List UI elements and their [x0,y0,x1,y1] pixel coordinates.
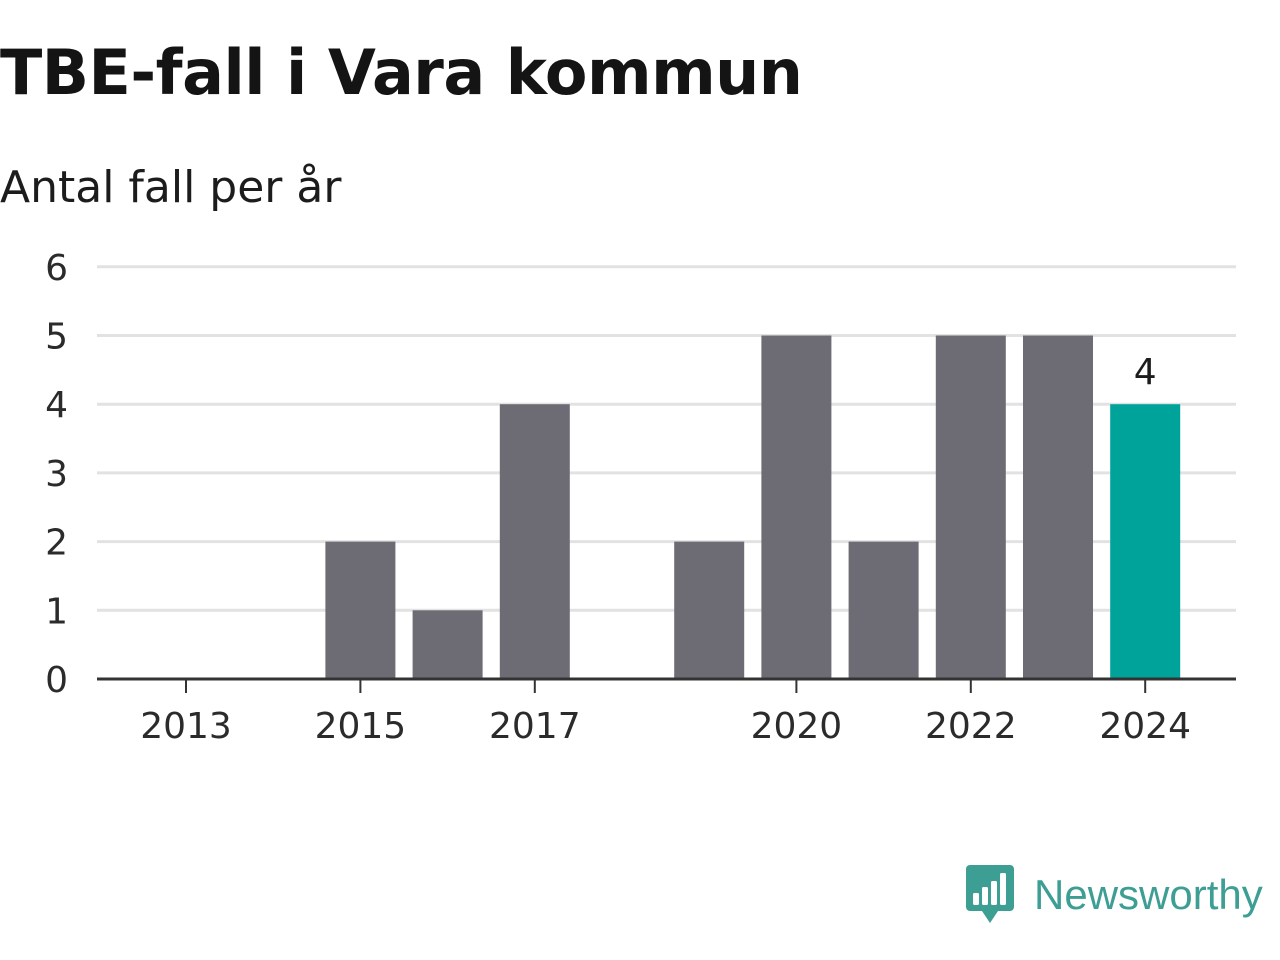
axes [97,677,1236,693]
y-tick-label: 4 [45,385,68,426]
y-tick-label: 0 [45,660,68,701]
bar-2020 [761,335,832,679]
x-tick-label: 2013 [140,706,232,747]
bar-2019 [674,541,745,679]
x-tick-label: 2017 [489,706,581,747]
x-tick-label: 2022 [925,706,1017,747]
newsworthy-brand: Newsworthy [964,862,1263,928]
bar-chart: 0 1 2 3 4 5 6 2013 2015 2017 2020 2022 2024 4 [45,248,1236,747]
bar-2023 [1023,335,1093,679]
x-tick-label: 2020 [751,706,843,747]
bar-2016 [412,610,483,679]
bar-2024 [1110,404,1181,679]
bar-2021 [848,541,919,679]
bar-2015 [325,541,396,679]
bar-2017 [499,404,570,679]
labels: 0 1 2 3 4 5 6 2013 2015 2017 2020 2022 2024 4 [45,248,1191,747]
chart-subtitle: Antal fall per år [0,162,342,213]
y-tick-label: 1 [45,591,68,632]
y-tick-label: 2 [45,523,68,564]
bar-2022 [935,335,1006,679]
y-tick-label: 6 [45,248,68,289]
y-tick-label: 3 [45,454,68,495]
x-tick-label: 2015 [315,706,407,747]
x-tick-label: 2024 [1099,706,1191,747]
brand-name: Newsworthy [1034,871,1263,918]
bar-chart-speech-bubble-icon [966,865,1014,923]
chart-title: TBE-fall i Vara kommun [0,36,803,109]
bars [325,335,1181,679]
data-label-2024: 4 [1134,352,1157,393]
y-tick-label: 5 [45,317,68,358]
